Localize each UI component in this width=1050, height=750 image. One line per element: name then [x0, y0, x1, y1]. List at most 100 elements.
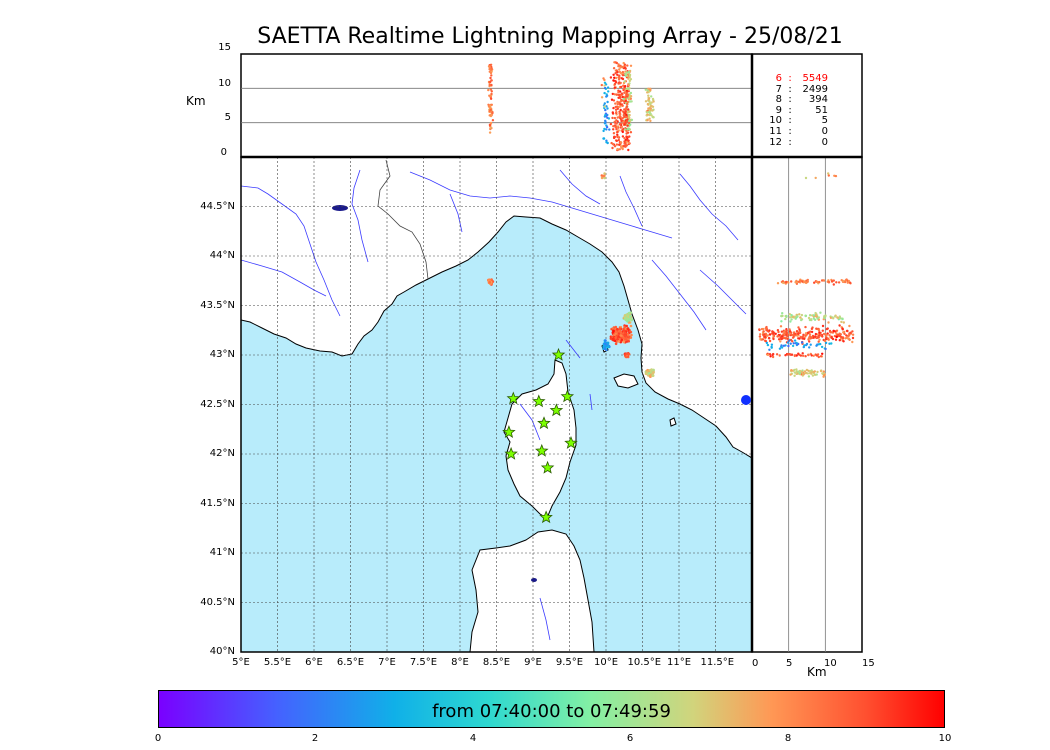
lightning-source-alt	[611, 116, 614, 120]
lightning-source-alt	[624, 72, 627, 76]
lightning-source-alt	[651, 105, 655, 109]
lightning-source	[614, 325, 618, 329]
lightning-source-alt	[490, 83, 493, 87]
lightning-source	[626, 333, 630, 336]
lightning-source-alt	[619, 115, 622, 119]
lightning-source-alt	[603, 86, 607, 90]
lightning-source-alt	[616, 147, 619, 151]
longitude-label: 8.5°E	[482, 657, 511, 668]
lightning-source-alt	[490, 90, 493, 93]
lightning-source-alt	[779, 325, 783, 328]
lightning-source-alt	[821, 372, 824, 375]
colorbar-tick: 0	[154, 733, 162, 744]
lightning-source-alt	[795, 368, 798, 371]
station-star-icon	[535, 443, 549, 457]
lightning-source	[617, 340, 620, 343]
lightning-source	[603, 172, 606, 175]
lightning-source-alt	[600, 83, 603, 87]
station-star-icon	[539, 510, 553, 524]
lightning-source-alt	[619, 81, 622, 85]
lightning-source-alt	[847, 334, 850, 338]
lightning-source-alt	[839, 335, 842, 338]
lightning-source-alt	[781, 312, 784, 315]
lightning-source	[619, 331, 622, 334]
lightning-source	[625, 352, 629, 356]
lightning-source-alt	[808, 346, 811, 349]
lightning-source-alt	[489, 121, 493, 125]
colorbar-tick: 10	[938, 733, 952, 744]
lightning-source-alt	[614, 102, 617, 105]
lightning-source-alt	[793, 354, 797, 357]
lightning-source	[623, 314, 627, 317]
lightning-source	[603, 342, 607, 346]
lightning-source-alt	[616, 133, 619, 136]
lightning-source-alt	[644, 100, 648, 103]
map-panel	[241, 157, 752, 652]
station-star-icon	[504, 446, 518, 460]
lightning-source-alt	[844, 337, 847, 340]
lightning-source	[614, 336, 617, 340]
lightning-source-alt	[651, 115, 655, 119]
lightning-source-alt	[789, 373, 792, 376]
lightning-source-alt	[768, 337, 771, 340]
lightning-source-alt	[800, 279, 803, 282]
lightning-source-alt	[849, 331, 852, 334]
lightning-source-alt	[612, 128, 615, 131]
lightning-source-alt	[798, 372, 801, 375]
lightning-source-alt	[843, 280, 847, 284]
lightning-source-alt	[782, 333, 785, 336]
lightning-source-alt	[488, 67, 491, 71]
lightning-source-alt	[814, 176, 817, 180]
lightning-source-alt	[488, 123, 492, 127]
lightning-source-alt	[611, 111, 614, 114]
longitude-label: 11.5°E	[700, 657, 735, 668]
lightning-source-alt	[770, 343, 774, 346]
lightning-source-alt	[488, 114, 491, 117]
top-ytick: 5	[224, 112, 231, 123]
lightning-source	[649, 375, 652, 379]
lightning-source-alt	[646, 119, 649, 122]
lightning-source-alt	[816, 317, 819, 320]
lightning-source-alt	[617, 129, 620, 132]
lightning-source-alt	[789, 342, 792, 345]
lightning-source-alt	[790, 369, 793, 372]
side-xtick: 10	[824, 658, 837, 669]
lightning-source	[611, 335, 614, 339]
latitude-label: 42°N	[209, 448, 235, 459]
lightning-source-alt	[619, 141, 623, 144]
longitude-label: 6°E	[305, 657, 323, 668]
lightning-source-alt	[780, 335, 784, 338]
lightning-source-alt	[784, 344, 787, 347]
lightning-source-alt	[621, 135, 625, 138]
lightning-source-alt	[630, 100, 633, 103]
lightning-source-alt	[817, 355, 820, 359]
lightning-source-alt	[613, 93, 616, 96]
lightning-source-alt	[771, 355, 775, 359]
lightning-source-alt	[613, 145, 617, 148]
lightning-source-alt	[792, 335, 795, 338]
lightning-source-alt	[818, 331, 821, 334]
lightning-source-alt	[604, 114, 607, 117]
lightning-source-alt	[600, 96, 604, 99]
lightning-source-alt	[785, 329, 788, 332]
lightning-source-alt	[839, 333, 842, 336]
lake	[332, 205, 348, 211]
giglio-island	[669, 417, 677, 427]
lightning-source-alt	[800, 318, 803, 322]
lightning-source-alt	[828, 334, 831, 337]
lightning-source-alt	[606, 107, 609, 110]
lightning-source-alt	[627, 127, 631, 130]
lightning-source-alt	[842, 321, 845, 324]
lightning-source-alt	[627, 77, 630, 80]
lightning-source-alt	[630, 118, 634, 122]
lightning-source-alt	[619, 122, 622, 125]
lightning-source-alt	[801, 354, 805, 357]
lightning-source-alt	[606, 116, 609, 120]
station-star-icon	[502, 425, 516, 438]
top-ytick: 0	[220, 147, 227, 158]
lightning-source-alt	[834, 338, 838, 341]
lightning-source-alt	[814, 335, 817, 338]
lightning-source	[623, 325, 626, 329]
lightning-source-alt	[607, 90, 610, 93]
lightning-source-alt	[621, 130, 624, 134]
